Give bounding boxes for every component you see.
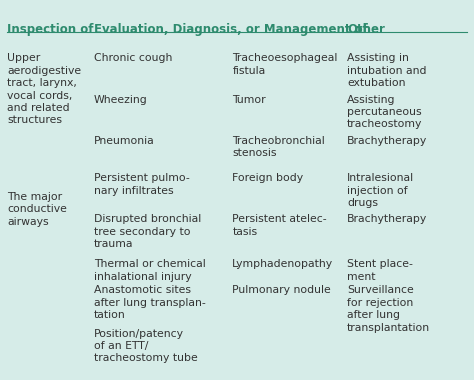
- Text: Tumor: Tumor: [232, 95, 266, 105]
- Text: Disrupted bronchial
tree secondary to
trauma: Disrupted bronchial tree secondary to tr…: [94, 214, 201, 249]
- Text: Assisting
percutaneous
tracheostomy: Assisting percutaneous tracheostomy: [347, 95, 422, 129]
- Text: Persistent atelec-
tasis: Persistent atelec- tasis: [232, 214, 327, 237]
- Text: Upper
aerodigestive
tract, larynx,
vocal cords,
and related
structures: Upper aerodigestive tract, larynx, vocal…: [8, 53, 82, 125]
- Text: Inspection of: Inspection of: [8, 24, 94, 36]
- Text: Stent place-
ment: Stent place- ment: [347, 259, 413, 282]
- Text: Chronic cough: Chronic cough: [94, 53, 173, 63]
- Text: Assisting in
intubation and
extubation: Assisting in intubation and extubation: [347, 53, 427, 88]
- Text: Foreign body: Foreign body: [232, 173, 303, 183]
- Text: Tracheoesophageal
fistula: Tracheoesophageal fistula: [232, 53, 337, 76]
- Text: Pulmonary nodule: Pulmonary nodule: [232, 285, 331, 296]
- Text: Evaluation, Diagnosis, or Management of: Evaluation, Diagnosis, or Management of: [94, 24, 368, 36]
- Text: Other: Other: [347, 24, 385, 36]
- Text: The major
conductive
airways: The major conductive airways: [8, 192, 67, 227]
- Text: Thermal or chemical
inhalational injury: Thermal or chemical inhalational injury: [94, 259, 206, 282]
- Text: Surveillance
for rejection
after lung
transplantation: Surveillance for rejection after lung tr…: [347, 285, 430, 332]
- Text: Anastomotic sites
after lung transplan-
tation: Anastomotic sites after lung transplan- …: [94, 285, 206, 320]
- Text: Persistent pulmo-
nary infiltrates: Persistent pulmo- nary infiltrates: [94, 173, 190, 196]
- Text: Position/patency
of an ETT/
tracheostomy tube: Position/patency of an ETT/ tracheostomy…: [94, 329, 198, 363]
- Text: Brachytherapy: Brachytherapy: [347, 214, 428, 224]
- Text: Wheezing: Wheezing: [94, 95, 148, 105]
- Text: Intralesional
injection of
drugs: Intralesional injection of drugs: [347, 173, 414, 208]
- Text: Brachytherapy: Brachytherapy: [347, 136, 428, 146]
- Text: Pneumonia: Pneumonia: [94, 136, 155, 146]
- Text: Lymphadenopathy: Lymphadenopathy: [232, 259, 333, 269]
- Text: Tracheobronchial
stenosis: Tracheobronchial stenosis: [232, 136, 325, 158]
